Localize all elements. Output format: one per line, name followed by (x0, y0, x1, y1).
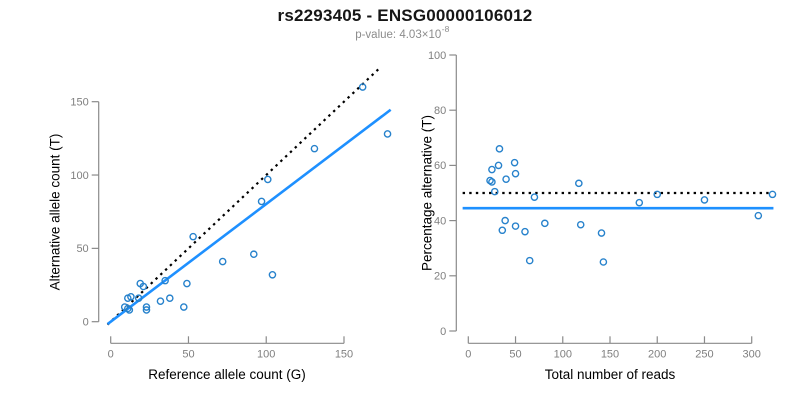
data-point (189, 232, 197, 241)
data-point (166, 294, 174, 303)
x-tick-label: 100 (554, 348, 572, 360)
pvalue-exponent: -8 (441, 24, 450, 34)
data-point (510, 158, 519, 167)
data-point (501, 216, 509, 225)
y-tick-label: 100 (428, 50, 446, 62)
x-tick-label: 200 (648, 348, 666, 360)
y-tick-label: 0 (83, 317, 89, 329)
pvalue-subtitle: p-value: 4.03×10-8 (2, 24, 800, 41)
data-point (754, 211, 763, 220)
data-point (494, 161, 503, 170)
data-point (125, 306, 134, 314)
y-tick-label: 80 (434, 105, 446, 117)
y-tick-label: 60 (434, 160, 446, 172)
y-tick-label: 150 (70, 96, 88, 108)
data-point (488, 178, 496, 186)
x-tick-label: 0 (108, 348, 114, 360)
x-tick-label: 250 (695, 348, 713, 360)
data-point (635, 198, 644, 207)
x-tick-label: 0 (465, 348, 471, 360)
data-point (597, 229, 606, 237)
pvalue-label: p-value: (355, 28, 397, 41)
times-symbol: × (421, 28, 429, 41)
dotted-reference-line (106, 68, 379, 326)
left-plot: 0 50 100 150 0 50 100 150 (70, 68, 392, 360)
data-point (179, 303, 188, 311)
right-plot: 0 20 40 60 80 100 0 50 100 150 200 250 300 (428, 50, 777, 360)
data-point (139, 282, 148, 291)
data-point (700, 196, 709, 204)
data-point (511, 222, 520, 230)
data-point (525, 256, 534, 265)
data-point (490, 187, 499, 196)
data-point (488, 165, 496, 174)
data-point (127, 292, 135, 301)
data-point (495, 145, 504, 153)
data-point (310, 144, 319, 153)
data-point (502, 175, 510, 183)
chart-title: rs2293405 - ENSG00000106012 (277, 6, 533, 25)
data-point (263, 175, 272, 184)
data-point (156, 297, 165, 305)
x-tick-label: 100 (257, 348, 275, 360)
y-tick-label: 50 (76, 243, 88, 255)
left-plot-xaxis-title: Reference allele count (G) (148, 367, 306, 382)
data-point (249, 250, 258, 259)
x-tick-label: 50 (182, 348, 194, 360)
data-point (124, 304, 132, 313)
data-point (530, 193, 539, 201)
data-point (257, 197, 266, 206)
y-tick-label: 0 (440, 326, 446, 338)
data-point (358, 83, 367, 91)
data-point (134, 294, 143, 303)
y-tick-label: 40 (434, 215, 446, 227)
y-tick-label: 20 (434, 271, 446, 283)
data-point (599, 258, 608, 266)
data-point (268, 270, 277, 279)
data-point (183, 279, 191, 288)
data-point (383, 130, 392, 138)
data-point (161, 276, 169, 285)
data-point (576, 220, 585, 229)
x-tick-label: 150 (335, 348, 353, 360)
data-point (521, 227, 529, 236)
right-plot-yaxis-title: Percentage alternative (T) (419, 114, 435, 272)
data-point (142, 303, 151, 311)
x-tick-label: 50 (509, 348, 521, 360)
pvalue-base: 10 (428, 28, 442, 41)
x-tick-label: 300 (743, 348, 761, 360)
data-point (575, 179, 583, 188)
right-plot-xaxis-title: Total number of reads (544, 367, 676, 382)
data-point (653, 190, 662, 199)
x-tick-label: 150 (601, 348, 619, 360)
pvalue-mantissa: 4.03 (399, 28, 422, 41)
data-point (768, 190, 777, 199)
left-plot-yaxis-title: Alternative allele count (T) (47, 133, 63, 291)
fit-line (106, 108, 392, 326)
data-point (541, 219, 549, 228)
data-point (498, 226, 507, 235)
data-point (218, 257, 227, 266)
data-point (142, 306, 151, 314)
data-point (511, 169, 520, 178)
y-tick-label: 100 (70, 170, 88, 182)
